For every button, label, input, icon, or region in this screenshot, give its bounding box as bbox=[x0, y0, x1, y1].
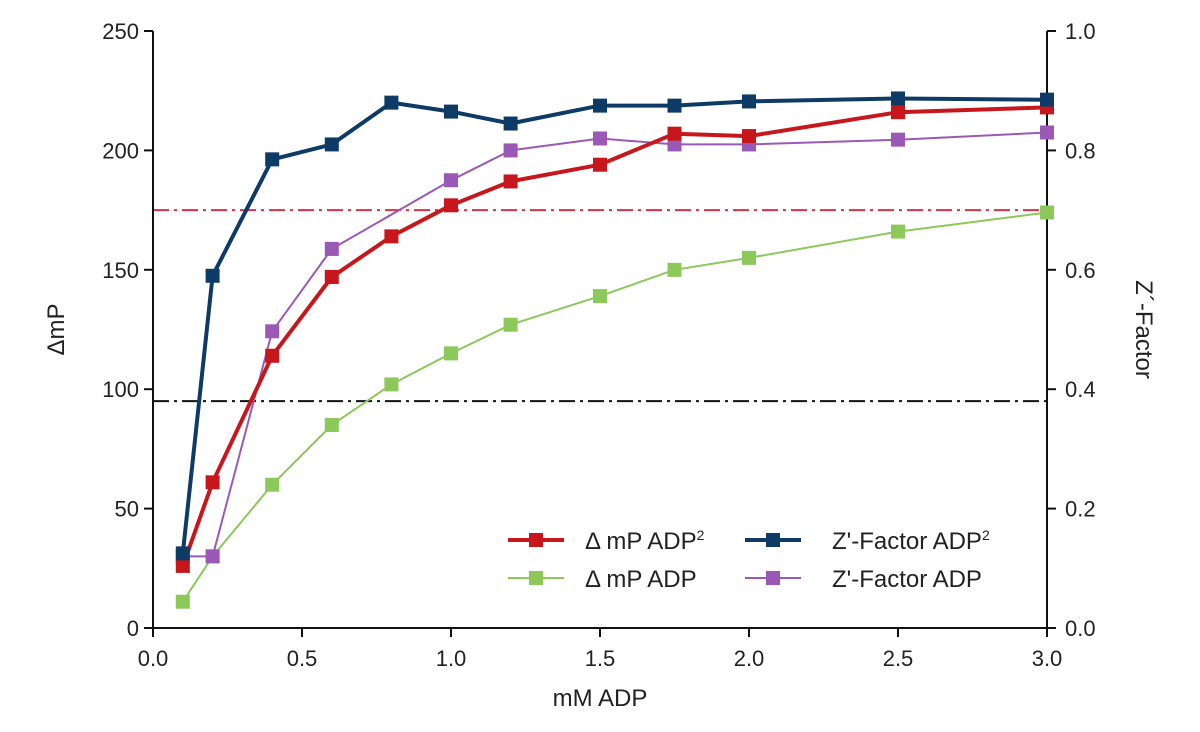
data-point bbox=[175, 594, 190, 609]
series-1 bbox=[175, 205, 1054, 609]
series-layer bbox=[175, 91, 1054, 609]
data-point bbox=[667, 137, 682, 152]
y-left-tick-label: 50 bbox=[115, 497, 139, 522]
reference-lines bbox=[153, 209, 1047, 403]
data-point bbox=[205, 268, 220, 283]
legend-label: Δ mP ADP bbox=[585, 566, 697, 593]
data-point bbox=[324, 418, 339, 433]
data-point bbox=[444, 104, 458, 119]
x-tick-label: 2.0 bbox=[734, 646, 765, 671]
y-right-tick-label: 0.2 bbox=[1065, 497, 1096, 522]
series-0 bbox=[175, 100, 1054, 573]
legend-item: Δ mP ADP bbox=[508, 566, 697, 593]
legend-item: Z'-Factor ADP bbox=[745, 566, 982, 593]
data-point bbox=[742, 129, 756, 144]
legend-label: Z'-Factor ADP2 bbox=[832, 527, 990, 555]
data-point bbox=[444, 198, 458, 213]
data-point bbox=[1040, 92, 1054, 107]
data-point bbox=[667, 262, 682, 277]
data-point bbox=[384, 229, 399, 244]
data-point bbox=[503, 174, 518, 189]
data-point bbox=[503, 317, 518, 332]
data-point bbox=[593, 289, 607, 304]
y-left-tick-label: 150 bbox=[102, 258, 139, 283]
series-line bbox=[182, 131, 1048, 558]
x-tick-label: 2.5 bbox=[883, 646, 914, 671]
data-point bbox=[324, 269, 339, 284]
x-axis-title: mM ADP bbox=[553, 685, 648, 712]
y-right-tick-label: 0.6 bbox=[1065, 258, 1096, 283]
data-point bbox=[742, 250, 756, 265]
data-point bbox=[175, 546, 190, 561]
data-point bbox=[667, 98, 682, 113]
y-left-tick-label: 200 bbox=[102, 138, 139, 163]
legend: Δ mP ADP2 Z'-Factor ADP2 Δ mP ADP Z'-Factor… bbox=[508, 527, 990, 593]
data-point bbox=[593, 157, 607, 172]
data-point bbox=[205, 549, 220, 564]
y-left-tick-label: 0 bbox=[127, 616, 139, 641]
data-point bbox=[593, 131, 607, 146]
legend-label: Z'-Factor ADP bbox=[832, 566, 982, 593]
data-point bbox=[593, 98, 607, 113]
data-point bbox=[667, 126, 682, 141]
legend-item: Δ mP ADP2 bbox=[508, 527, 705, 555]
y-left-tick-label: 250 bbox=[102, 19, 139, 44]
data-point bbox=[265, 477, 280, 492]
data-point bbox=[384, 377, 399, 392]
data-point bbox=[205, 475, 220, 490]
series-3 bbox=[175, 125, 1054, 564]
y-axis-left-title: ΔmP bbox=[43, 303, 70, 355]
x-tick-label: 0.5 bbox=[287, 646, 318, 671]
data-point bbox=[1040, 205, 1054, 220]
x-tick-label: 1.0 bbox=[436, 646, 467, 671]
axes: 0.0 0.5 1.0 1.5 2.0 2.5 3.0 0 50 100 150 200 250 0.0 0… bbox=[102, 19, 1095, 671]
data-point bbox=[265, 152, 280, 167]
data-point bbox=[1040, 125, 1054, 140]
data-point bbox=[384, 95, 399, 110]
data-point bbox=[324, 241, 339, 256]
legend-marker bbox=[766, 571, 780, 585]
y-axis-right-title: Z´-Factor bbox=[1130, 280, 1157, 379]
legend-marker bbox=[529, 533, 543, 547]
data-point bbox=[503, 143, 518, 158]
legend-marker bbox=[529, 571, 543, 585]
y-right-tick-label: 1.0 bbox=[1065, 19, 1096, 44]
series-line bbox=[180, 105, 1048, 567]
data-point bbox=[891, 105, 905, 120]
series-2 bbox=[175, 91, 1054, 561]
x-tick-label: 1.5 bbox=[585, 646, 616, 671]
data-point bbox=[265, 324, 280, 339]
x-tick-label: 3.0 bbox=[1032, 646, 1063, 671]
data-point bbox=[444, 173, 458, 188]
y-right-tick-label: 0.4 bbox=[1065, 377, 1096, 402]
y-right-tick-label: 0.8 bbox=[1065, 138, 1096, 163]
data-point bbox=[324, 137, 339, 152]
y-right-tick-label: 0.0 bbox=[1065, 616, 1096, 641]
data-point bbox=[742, 94, 756, 109]
data-point bbox=[444, 346, 458, 361]
data-point bbox=[503, 116, 518, 131]
series-line bbox=[181, 211, 1048, 603]
legend-item: Z'-Factor ADP2 bbox=[745, 527, 990, 555]
data-point bbox=[265, 348, 280, 363]
data-point bbox=[891, 132, 905, 147]
legend-marker bbox=[766, 533, 780, 547]
series-line bbox=[180, 96, 1048, 554]
legend-label: Δ mP ADP2 bbox=[585, 527, 705, 555]
y-left-tick-label: 100 bbox=[102, 377, 139, 402]
x-tick-label: 0.0 bbox=[138, 646, 169, 671]
data-point bbox=[891, 224, 905, 239]
data-point bbox=[891, 91, 905, 106]
data-point bbox=[175, 558, 190, 573]
